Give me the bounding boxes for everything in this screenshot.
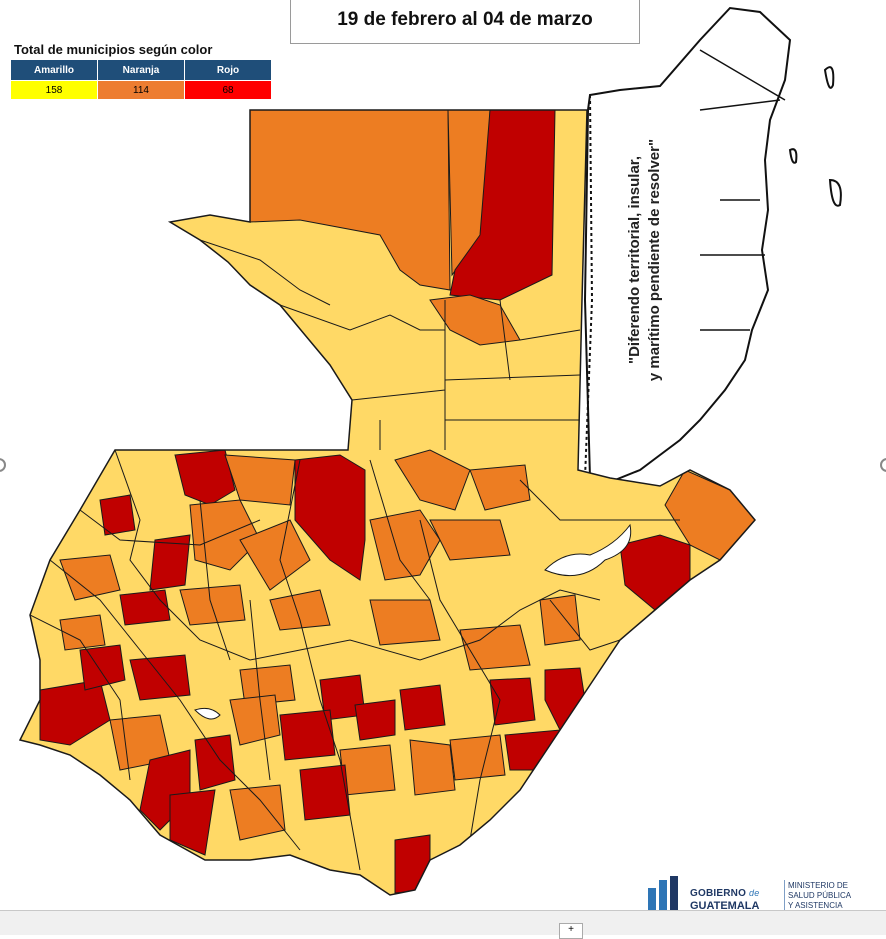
legend: Total de municipios según color Amarillo… [10,42,272,100]
legend-title: Total de municipios según color [14,42,213,57]
map-title: 19 de febrero al 04 de marzo [290,0,640,44]
belize-outline [583,6,842,482]
legend-header-amarillo: Amarillo [10,59,98,81]
map-title-text: 19 de febrero al 04 de marzo [337,8,593,30]
legend-header-rojo: Rojo [184,59,272,81]
logo-ministry-line-3: Y ASISTENCIA [788,901,843,910]
add-sheet-button[interactable]: + [559,923,583,939]
logo-gobierno: GOBIERNO de [690,888,760,899]
legend-table: Amarillo Naranja Rojo 158 114 68 [10,59,272,100]
legend-count-rojo: 68 [184,80,272,100]
legend-count-naranja: 114 [97,80,185,100]
ministry-logo: GOBIERNO de GUATEMALA MINISTERIO DE SALU… [644,872,874,912]
logo-country: GUATEMALA [690,900,760,912]
dispute-line-2: y marítimo pendiente de resolver" [646,138,663,382]
dispute-line-1: "Diferendo territorial, insular, [626,156,643,365]
guatemala-logo-icon [648,876,678,912]
right-resize-handle[interactable] [880,458,886,472]
territorial-dispute-note: "Diferendo territorial, insular, y marít… [625,139,665,381]
legend-count-amarillo: 158 [10,80,98,100]
logo-ministry-line-1: MINISTERIO DE [788,881,849,890]
footer-bar: + [0,910,886,939]
logo-ministry-line-2: SALUD PÚBLICA [788,891,852,900]
logo-separator [784,880,785,910]
legend-header-naranja: Naranja [97,59,185,81]
